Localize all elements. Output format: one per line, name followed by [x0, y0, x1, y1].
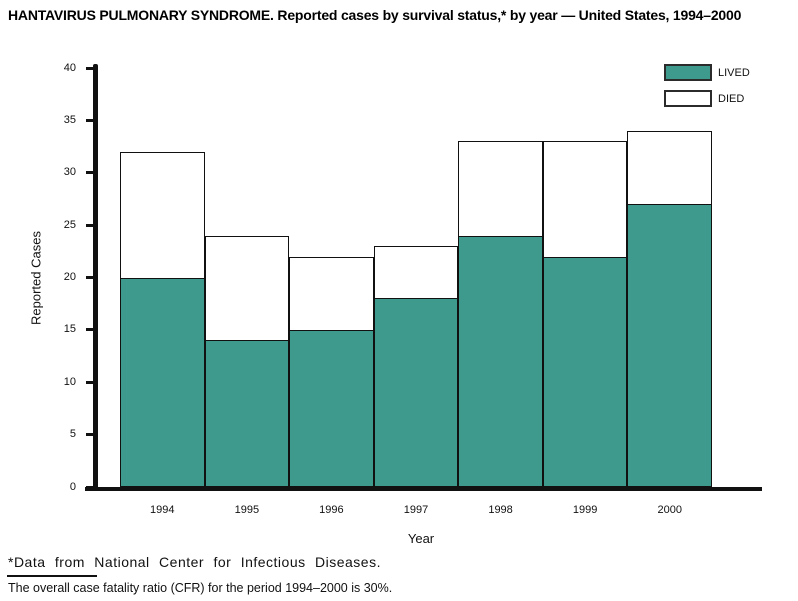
bar-lived-segment	[543, 256, 627, 487]
y-tick-label: 35	[63, 113, 76, 126]
y-axis-tick	[86, 433, 94, 437]
x-tick-label: 1998	[488, 504, 513, 516]
x-tick-label: 1994	[150, 504, 175, 516]
bar-lived-segment	[289, 329, 374, 487]
y-axis-tick	[86, 276, 94, 279]
y-tick-label: 25	[63, 218, 76, 231]
legend-swatch-lived	[664, 64, 712, 81]
y-axis-tick	[86, 171, 94, 175]
y-axis-tick	[86, 66, 94, 70]
bar-lived-segment	[627, 204, 712, 487]
x-axis-title: Year	[407, 531, 435, 546]
footnote-divider	[7, 575, 97, 577]
chart-title: HANTAVIRUS PULMONARY SYNDROME. Reported …	[8, 7, 742, 23]
x-tick-label: 1999	[572, 504, 598, 516]
x-axis-line	[85, 487, 762, 491]
y-axis-tick	[86, 485, 94, 489]
y-tick-label: 10	[63, 375, 76, 388]
legend-label-lived: LIVED	[718, 67, 750, 79]
y-axis-tick	[86, 328, 94, 332]
legend-label-died: DIED	[718, 93, 745, 105]
x-tick-label: 1997	[403, 504, 429, 516]
y-axis-line	[93, 64, 98, 491]
legend-swatch-died	[664, 90, 712, 107]
bar-lived-segment	[120, 277, 205, 487]
y-axis-tick	[86, 380, 94, 384]
y-tick-label: 30	[63, 166, 76, 179]
y-axis-tick	[86, 118, 94, 122]
x-tick-label: 1995	[234, 504, 260, 516]
y-tick-label: 15	[63, 323, 76, 336]
x-tick-label: 1996	[319, 504, 344, 516]
x-tick-label: 2000	[657, 504, 682, 516]
y-tick-label: 40	[63, 61, 76, 74]
y-axis-tick	[86, 223, 94, 227]
footnote-cfr: The overall case fatality ratio (CFR) fo…	[8, 581, 393, 595]
bar-lived-segment	[374, 298, 458, 487]
y-tick-label: 5	[69, 428, 76, 441]
y-tick-label: 0	[69, 480, 76, 493]
bar-lived-segment	[205, 340, 289, 487]
footnote-source: *Data from National Center for Infectiou…	[8, 554, 381, 570]
y-tick-label: 20	[63, 271, 76, 283]
bar-lived-segment	[458, 235, 543, 487]
